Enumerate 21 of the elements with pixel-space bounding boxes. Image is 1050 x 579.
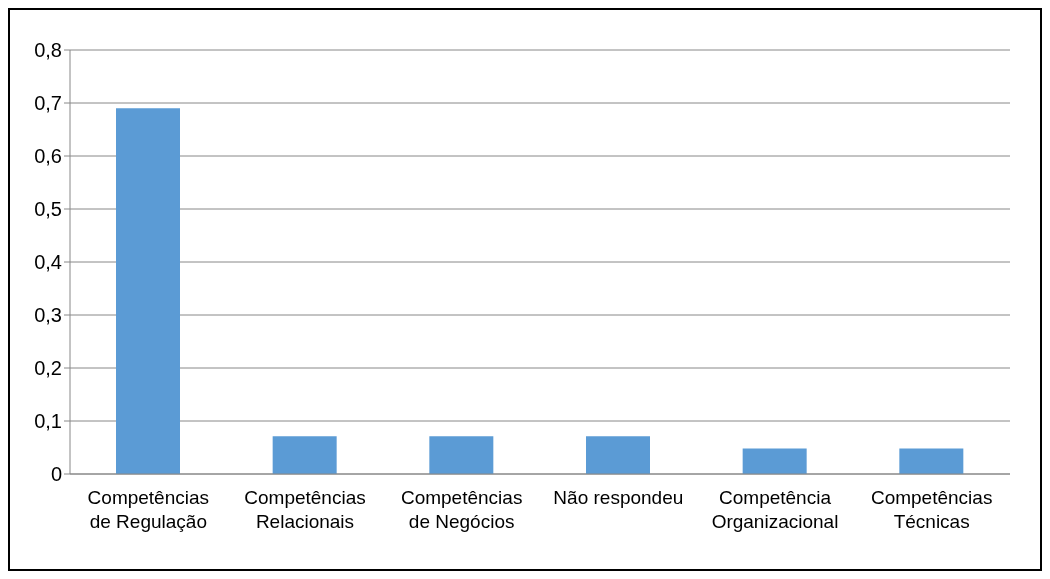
y-tick-label: 0,2: [34, 357, 62, 380]
x-tick-label: Competências de Negócios: [400, 487, 523, 532]
bar: [429, 436, 494, 474]
y-tick-label: 0,4: [34, 251, 62, 274]
y-tick-label: 0,5: [34, 198, 62, 221]
x-tick-label: Não respondeu: [553, 487, 684, 508]
y-tick-label: 0,7: [34, 92, 62, 115]
y-tick-label: 0,8: [34, 39, 62, 62]
x-tick-label: Competência Organizacional: [711, 487, 839, 532]
y-tick-label: 0,1: [34, 410, 62, 433]
bar: [586, 436, 650, 474]
bar: [272, 436, 337, 474]
y-tick-label: 0,3: [34, 304, 62, 327]
bar: [116, 108, 180, 474]
y-tick-label: 0,6: [34, 145, 62, 168]
x-tick-label: Competências Relacionais: [244, 487, 366, 532]
x-tick-label: Competências Técnicas: [870, 487, 993, 532]
x-tick-label: Competências de Regulação: [87, 487, 210, 532]
bar: [742, 448, 807, 474]
y-tick-label: 0: [50, 463, 62, 486]
bar: [899, 448, 964, 474]
